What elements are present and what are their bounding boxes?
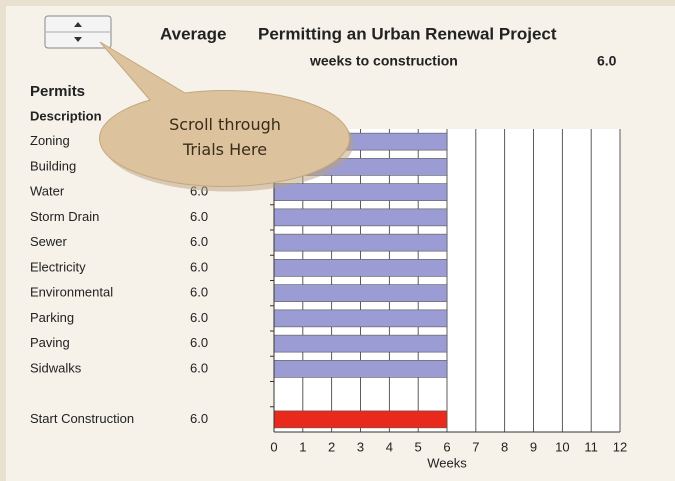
spinner[interactable] [44, 15, 112, 49]
x-tick-label: 3 [357, 439, 364, 454]
subtitle: weeks to construction [309, 53, 458, 69]
bar [273, 259, 448, 277]
bar [273, 233, 448, 252]
x-tick-label: 1 [299, 439, 306, 454]
x-tick-label: 7 [472, 439, 479, 454]
bar [273, 183, 448, 201]
value-label: 6.0 [190, 310, 208, 325]
category-label: Electricity [30, 259, 86, 274]
category-label: Storm Drain [30, 209, 99, 224]
value-label: 6.0 [190, 360, 208, 375]
bar [273, 208, 448, 227]
bar [273, 334, 448, 353]
bar [273, 284, 448, 302]
category-label: Parking [30, 310, 74, 325]
x-tick-label: 2 [328, 439, 335, 454]
chart-title: Permitting an Urban Renewal Project [258, 24, 557, 43]
value-label: 6.0 [190, 259, 208, 274]
x-tick-label: 6 [443, 439, 450, 454]
category-label: Water [30, 184, 65, 199]
x-tick-label: 12 [613, 439, 627, 454]
callout-text: Scroll through Trials Here [169, 115, 281, 159]
category-header: Description [30, 108, 102, 123]
x-tick-label: 8 [501, 439, 508, 454]
x-tick-label: 4 [386, 439, 393, 454]
value-label: 6.0 [190, 411, 208, 426]
value-label: 6.0 [190, 285, 208, 300]
bar [273, 410, 448, 429]
column-header: Permits [30, 83, 85, 100]
x-tick-label: 5 [415, 439, 422, 454]
x-axis-label: Weeks [427, 455, 467, 470]
category-label: Sidwalks [30, 360, 82, 375]
category-label: Environmental [30, 285, 113, 300]
total: 6.0 [597, 53, 617, 69]
value-label: 6.0 [190, 335, 208, 350]
value-label: 6.0 [190, 209, 208, 224]
category-label: Sewer [30, 234, 68, 249]
bar [273, 360, 448, 378]
x-tick-label: 9 [530, 439, 537, 454]
category-label: Start Construction [30, 411, 134, 426]
category-label: Zoning [30, 133, 70, 148]
x-tick-label: 11 [584, 439, 598, 454]
category-label: Building [30, 158, 76, 173]
category-label: Paving [30, 335, 70, 350]
value-label: 6.0 [190, 234, 208, 249]
mode-label: Average [160, 24, 226, 43]
x-tick-label: 10 [555, 439, 569, 454]
callout [99, 41, 354, 192]
x-tick-label: 0 [270, 439, 277, 454]
bar [273, 309, 448, 328]
